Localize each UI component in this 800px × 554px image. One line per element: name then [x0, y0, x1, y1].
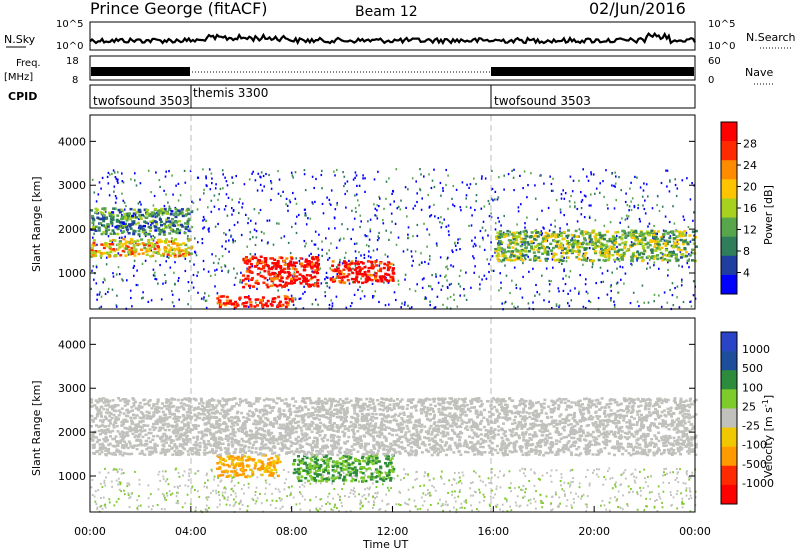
- power-colorbar-tick-0: 4: [743, 267, 750, 280]
- power-colorbar-swatch-5: [721, 217, 737, 237]
- noise-left-tick-bottom: 10^0: [56, 41, 83, 52]
- power-y-axis-label: Slant Range [km]: [30, 176, 43, 272]
- velocity-y-axis-label: Slant Range [km]: [30, 380, 43, 476]
- noise-right-tick-bottom: 10^0: [708, 41, 735, 52]
- x-tick-1: 04:00: [175, 525, 207, 538]
- velocity-y-tick-3: 4000: [58, 338, 86, 351]
- noise-panel: N.Sky 10^5 10^0 10^5 10^0 N.Search: [4, 19, 796, 52]
- velocity-y-tick-0: 1000: [58, 470, 86, 483]
- velocity-colorbar-tick-5: -100: [742, 439, 767, 452]
- power-colorbar: 4 8 12 16 20 24 28 Power [dB]: [720, 121, 775, 295]
- velocity-y-tick-1: 2000: [58, 426, 86, 439]
- cpid-segment-3: twofsound 3503: [494, 94, 591, 108]
- power-region-5: [494, 229, 698, 263]
- power-region-1: [90, 207, 194, 236]
- velocity-colorbar-label: Velocity [m s-1]: [761, 395, 776, 478]
- x-tick-5: 20:00: [578, 525, 610, 538]
- power-y-tick-2: 3000: [58, 179, 86, 192]
- velocity-colorbar: 1000 500 100 25 -25 -100 -500 -1000 Velocity [m…: [720, 331, 776, 505]
- power-colorbar-swatch-2: [721, 160, 737, 180]
- velocity-colorbar-swatch-1: [721, 351, 737, 371]
- power-colorbar-swatch-6: [721, 236, 737, 257]
- noise-search-label: N.Search: [746, 31, 796, 44]
- power-colorbar-swatch-4: [721, 198, 737, 218]
- velocity-colorbar-swatch-0: [721, 332, 737, 352]
- power-colorbar-tick-2: 12: [743, 224, 757, 237]
- cpid-label: CPID: [8, 90, 37, 103]
- power-region-2: [241, 255, 320, 289]
- power-y-tick-3: 4000: [58, 135, 86, 148]
- velocity-colorbar-swatch-7: [721, 465, 737, 486]
- freq-tick-bottom: 8: [72, 75, 78, 86]
- power-colorbar-label: Power [dB]: [762, 185, 775, 245]
- power-region-4: [216, 295, 295, 309]
- power-colorbar-swatch-8: [721, 274, 737, 295]
- x-tick-0: 00:00: [74, 525, 106, 538]
- power-colorbar-swatch-7: [721, 255, 737, 276]
- cpid-panel: CPID twofsound 3503 themis 3300 twofsoun…: [8, 84, 696, 109]
- nave-tick-top: 60: [708, 56, 721, 67]
- velocity-colorbar-swatch-2: [721, 370, 737, 390]
- velocity-colorbar-tick-7: -1000: [742, 477, 774, 490]
- noise-sky-trace: [89, 31, 696, 46]
- power-colorbar-swatch-3: [721, 179, 737, 199]
- velocity-colorbar-tick-6: -500: [742, 458, 767, 471]
- x-tick-2: 08:00: [276, 525, 308, 538]
- velocity-region-0: [216, 454, 282, 479]
- velocity-colorbar-tick-3: 25: [742, 400, 756, 413]
- power-colorbar-tick-1: 8: [743, 245, 750, 258]
- velocity-colorbar-swatch-6: [721, 446, 737, 467]
- power-panel: 1000 2000 3000 4000 Slant Range [km]: [30, 114, 698, 311]
- power-colorbar-swatch-1: [721, 141, 737, 161]
- power-colorbar-swatch-0: [721, 122, 737, 142]
- beam-label: Beam 12: [355, 4, 418, 20]
- power-y-tick-1: 2000: [58, 223, 86, 236]
- x-tick-3: 12:00: [377, 525, 409, 538]
- date-label: 02/Jun/2016: [589, 0, 686, 18]
- noise-right-tick-top: 10^5: [708, 19, 735, 30]
- cpid-segment-1: twofsound 3503: [93, 94, 190, 108]
- velocity-colorbar-tick-0: 1000: [742, 343, 770, 356]
- velocity-region-2: [90, 397, 698, 457]
- freq-tick-top: 18: [66, 56, 79, 67]
- velocity-colorbar-swatch-3: [721, 389, 737, 409]
- velocity-panel: 1000 2000 3000 4000 00:00 04:00 08:00 12:00 16:…: [30, 317, 711, 551]
- x-tick-6: 00:00: [679, 525, 711, 538]
- noise-left-tick-top: 10^5: [56, 19, 83, 30]
- x-tick-4: 16:00: [477, 525, 509, 538]
- freq-panel: Freq. [MHz] 18 8 60 0 Nave: [4, 55, 774, 86]
- freq-unit: [MHz]: [4, 72, 33, 83]
- power-region-0: [90, 237, 194, 258]
- x-axis-label: Time UT: [362, 538, 408, 551]
- station-title: Prince George (fitACF): [90, 0, 268, 18]
- power-region-3: [329, 260, 396, 285]
- velocity-colorbar-tick-2: 100: [742, 381, 763, 394]
- velocity-colorbar-swatch-4: [721, 408, 737, 428]
- power-colorbar-tick-6: 28: [743, 138, 757, 151]
- velocity-colorbar-tick-1: 500: [742, 362, 763, 375]
- power-y-tick-0: 1000: [58, 267, 86, 280]
- power-colorbar-tick-5: 24: [743, 159, 757, 172]
- noise-sky-label: N.Sky: [4, 33, 36, 46]
- velocity-y-tick-2: 3000: [58, 382, 86, 395]
- nave-label: Nave: [745, 66, 773, 79]
- freq-label: Freq.: [16, 58, 41, 69]
- power-colorbar-tick-4: 20: [743, 181, 757, 194]
- power-colorbar-tick-3: 16: [743, 202, 757, 215]
- velocity-colorbar-tick-4: -25: [742, 420, 760, 433]
- velocity-colorbar-swatch-8: [721, 484, 737, 505]
- cpid-segment-2: themis 3300: [193, 86, 268, 100]
- nave-tick-bottom: 0: [708, 75, 714, 86]
- velocity-colorbar-swatch-5: [721, 427, 737, 447]
